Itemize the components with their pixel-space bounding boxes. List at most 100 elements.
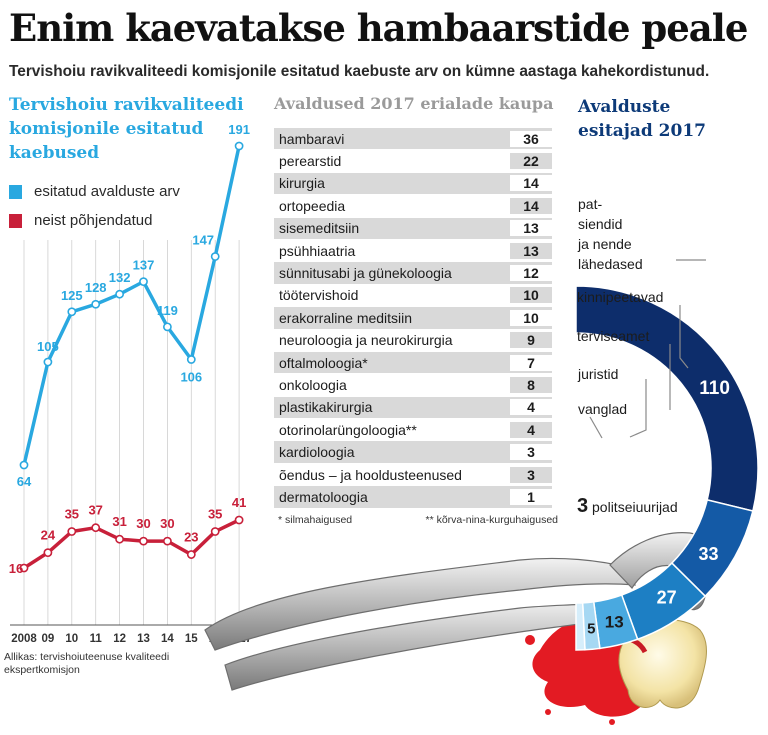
specialty-count: 36 [510,130,552,147]
point-submitted [43,357,53,367]
specialty-name: otorinolarüngoloogia** [279,421,417,438]
data-label-submitted: 147 [192,233,214,248]
specialty-name: hambaravi [279,130,345,147]
specialty-count: 3 [510,444,552,461]
data-label-submitted: 125 [61,288,83,303]
x-tick-label: 09 [42,633,55,645]
x-tick-label: 12 [113,633,126,645]
table-row: dermatoloogia 1 [274,486,552,509]
label-police-number: 3 [577,495,589,517]
specialty-name: töötervishoid [279,287,359,304]
table-footnotes: * silmahaigused ** kõrva-nina-kurguhaigu… [278,514,558,526]
specialty-name: kirurgia [279,175,325,192]
point-justified [91,523,101,533]
point-submitted [186,355,196,364]
point-justified [67,527,77,536]
data-label-submitted: 106 [180,370,202,385]
specialty-name: psühhiaatria [279,242,356,259]
legend-label-submitted: esitatud avalduste arv [34,183,180,200]
x-tick-label: 11 [90,633,103,645]
specialty-count: 8 [510,376,552,393]
table-row: õendus – ja hooldusteenused 3 [274,464,552,487]
label-patients-line-4: lähedased [578,256,643,272]
data-label-justified: 24 [41,528,56,543]
table-row: erakorraline meditsiin 10 [274,307,552,330]
data-label-justified: 23 [184,530,198,545]
point-submitted [19,460,29,470]
donut-value-label: 33 [698,544,718,564]
line-chart-title-line-2: komisjonile esitatud [9,119,204,139]
point-submitted [139,277,148,287]
specialty-count: 14 [510,175,552,192]
specialty-count: 3 [510,466,552,483]
point-submitted [67,307,77,317]
specialty-count: 13 [510,242,552,259]
point-submitted [91,299,101,309]
table-row: neuroloogia ja neurokirurgia 9 [274,330,552,352]
data-label-submitted: 132 [109,270,131,285]
specialty-name: perearstid [279,153,342,170]
data-label-submitted: 64 [17,474,32,489]
donut-title-line-1: Avalduste [578,97,671,117]
legend-swatch-blue [9,184,22,199]
specialty-name: onkoloogia [279,376,347,393]
point-justified [115,534,124,544]
table-row: ortopeedia 14 [274,195,552,218]
footnote-1: * silmahaigused [278,514,353,526]
label-patients-line-2: siendid [578,216,623,232]
specialty-count: 12 [510,265,552,282]
donut-slice [575,602,586,651]
specialty-count: 1 [510,488,552,505]
leader-line [629,379,647,438]
data-label-submitted: 119 [157,303,178,318]
subtitle: Tervishoiu ravikvaliteedi komisjonile es… [9,63,710,80]
point-justified [186,550,196,559]
data-label-justified: 35 [65,507,79,522]
point-justified [19,563,29,573]
series-line-justified [23,518,240,570]
donut-value-label: 5 [587,620,595,637]
data-label-justified: 16 [9,561,23,576]
specialty-name: neuroloogia ja neurokirurgia [279,332,453,349]
table-row: hambaravi 36 [274,128,552,151]
donut-value-label: 13 [605,612,624,631]
specialty-count: 10 [510,309,552,326]
line-chart-title-line-1: Tervishoiu ravikvaliteedi [9,95,244,115]
table-row: psühhiaatria 13 [274,240,552,263]
donut-chart-title: Avalduste esitajad 2017 [578,95,706,143]
specialty-name: sisemeditsiin [279,220,360,237]
specialty-count: 22 [510,153,552,170]
data-label-submitted: 191 [228,122,250,137]
data-label-justified: 31 [112,514,126,529]
line-chart-title-line-3: kaebused [9,143,100,163]
source-line-1: Allikas: tervishoiuteenuse kvaliteedi [4,651,170,663]
x-tick-label: 15 [185,633,198,645]
table-title: Avaldused 2017 erialade kaupa [274,94,554,113]
source-line-2: ekspertkomisjon [4,664,80,676]
line-chart-title: Tervishoiu ravikvaliteedi komisjonile es… [9,93,249,165]
data-label-justified: 37 [88,503,102,518]
data-label-submitted: 137 [133,258,155,273]
label-health-board: terviseamet [577,328,650,344]
point-justified [234,515,244,525]
specialty-count: 4 [510,399,552,416]
table-row: onkoloogia 8 [274,374,552,397]
data-label-justified: 30 [136,516,150,531]
data-label-justified: 35 [208,507,222,522]
donut-value-label: 110 [699,378,730,399]
label-police: 3 politseiuurijad [577,496,678,517]
point-justified [139,536,148,546]
specialty-count: 7 [510,354,552,371]
table-row: sisemeditsiin 13 [274,217,552,240]
legend-item-justified: neist põhjendatud [9,212,152,229]
table-row: kardioloogia 3 [274,441,552,464]
x-tick-label: 14 [161,633,174,645]
point-justified [43,548,53,558]
table-row: kirurgia 14 [274,172,552,196]
specialty-name: sünnitusabi ja günekoloogia [279,265,452,282]
specialty-name: õendus – ja hooldusteenused [279,466,462,483]
table-row: otorinolarüngoloogia** 4 [274,419,552,442]
